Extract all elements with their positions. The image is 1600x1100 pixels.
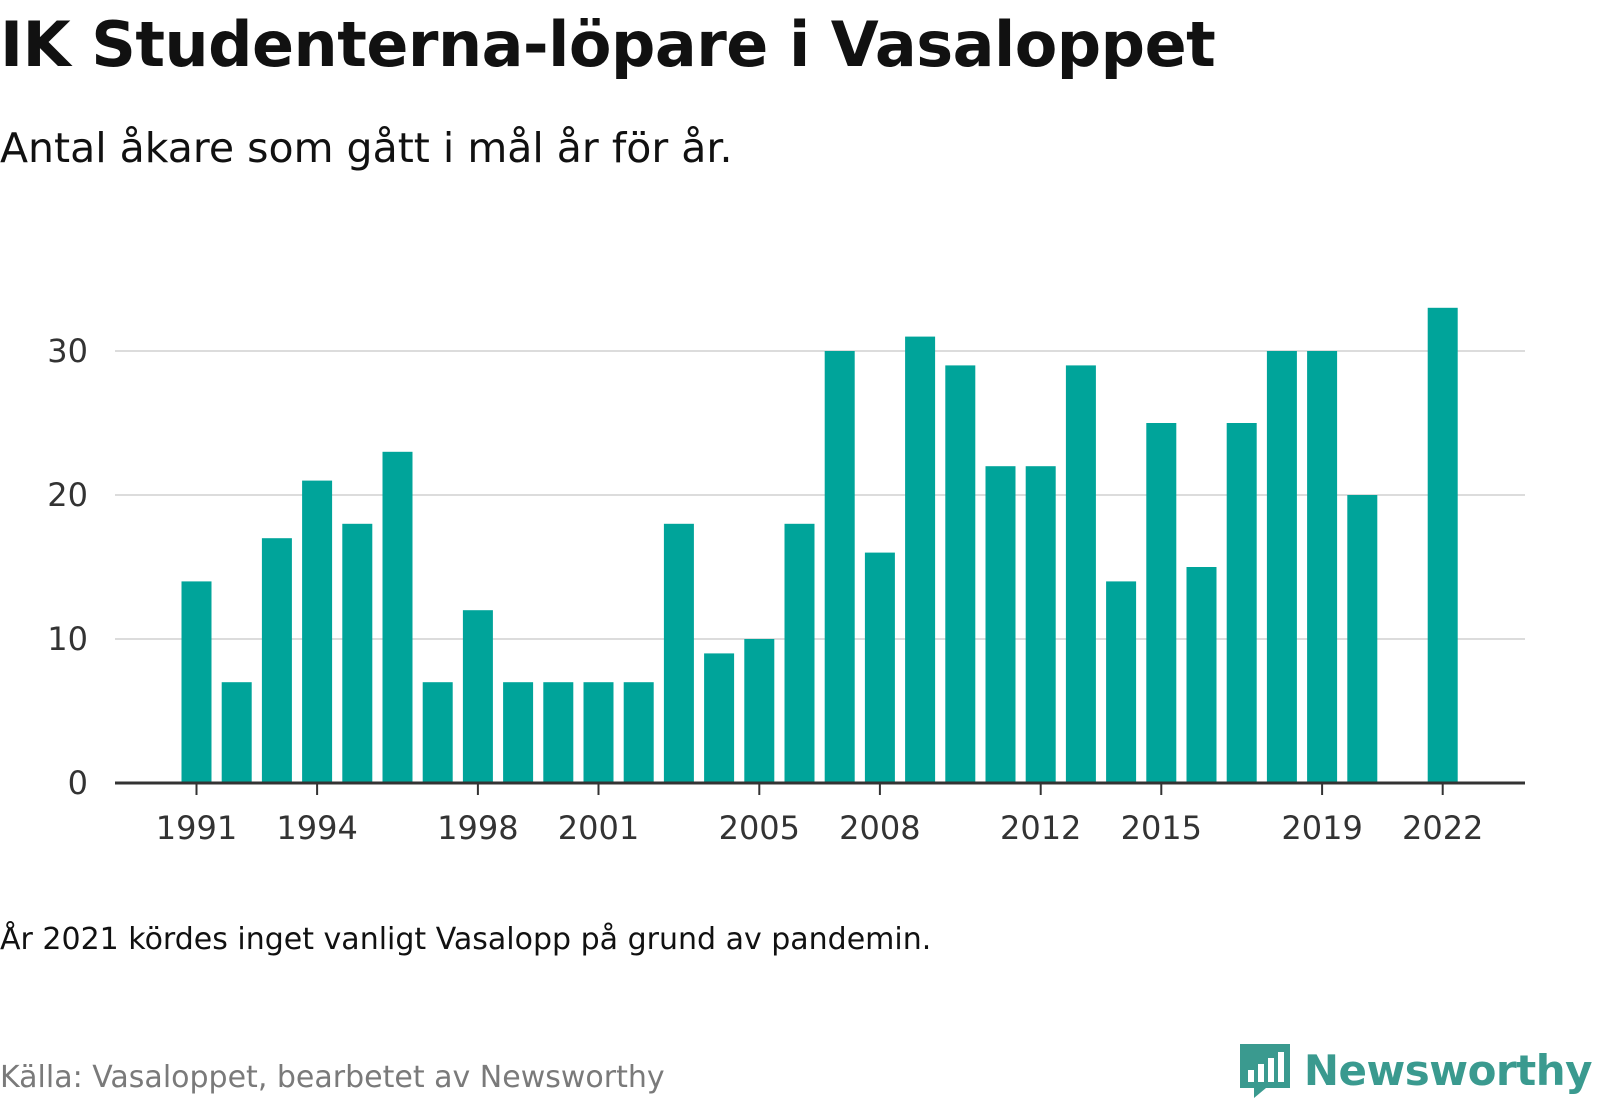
bar-2011 [985, 466, 1016, 783]
y-tick-label: 20 [47, 476, 88, 514]
bar-1994 [302, 480, 333, 783]
bar-2004 [704, 653, 735, 783]
bar-1997 [422, 682, 453, 783]
bar-2013 [1065, 365, 1096, 783]
bar-2007 [824, 351, 855, 783]
newsworthy-brand: Newsworthy [1236, 1040, 1593, 1100]
x-tick-label: 2015 [1121, 809, 1202, 847]
chart-subtitle: Antal åkare som gått i mål år för år. [0, 124, 733, 172]
x-tick-label: 2001 [558, 809, 639, 847]
bar-2018 [1266, 351, 1297, 783]
bar-1991 [181, 581, 212, 783]
bar-2008 [864, 552, 895, 783]
bar-2000 [543, 682, 574, 783]
x-tick-label: 1998 [437, 809, 518, 847]
source-credit: Källa: Vasaloppet, bearbetet av Newswort… [0, 1060, 665, 1095]
bar-2019 [1307, 351, 1338, 783]
bar-2020 [1347, 495, 1378, 783]
bar-1992 [221, 682, 252, 783]
x-tick-label: 2008 [839, 809, 920, 847]
x-tick-label: 1991 [156, 809, 237, 847]
bar-2022 [1427, 307, 1458, 783]
bar-1995 [342, 523, 373, 783]
x-tick-label: 2022 [1402, 809, 1483, 847]
bar-1993 [261, 538, 292, 783]
bar-2002 [623, 682, 654, 783]
axes: 0 10 20 30 1991 1994 1998 2001 2005 2008 2012 2015 2… [47, 332, 1525, 847]
bar-2017 [1226, 423, 1257, 783]
bar-2005 [744, 639, 775, 783]
bar-2003 [663, 523, 694, 783]
bar-chart: 0 10 20 30 1991 1994 1998 2001 2005 2008 2012 2015 2… [47, 307, 1525, 847]
chart-note: År 2021 kördes inget vanligt Vasalopp på… [0, 922, 932, 957]
x-tick-label: 2019 [1281, 809, 1362, 847]
bar-1999 [503, 682, 534, 783]
y-tick-label: 0 [68, 764, 88, 802]
bar-2015 [1146, 423, 1177, 783]
bar-1998 [462, 610, 493, 783]
bar-2009 [905, 336, 936, 783]
bar-2001 [583, 682, 614, 783]
bar-1996 [382, 451, 413, 783]
x-tick-label: 2012 [1000, 809, 1081, 847]
chart-title: IK Studenterna-löpare i Vasaloppet [0, 8, 1216, 81]
brand-name: Newsworthy [1303, 1045, 1593, 1095]
x-tick-label: 1994 [276, 809, 357, 847]
bar-2006 [784, 523, 815, 783]
bar-2010 [945, 365, 976, 783]
bar-2016 [1186, 567, 1217, 783]
newsworthy-logo-icon [1239, 1044, 1290, 1098]
bars [181, 307, 1458, 783]
y-tick-label: 10 [47, 620, 88, 658]
bar-2014 [1106, 581, 1137, 783]
y-tick-label: 30 [47, 332, 88, 370]
bar-2012 [1025, 466, 1056, 783]
x-tick-label: 2005 [719, 809, 800, 847]
